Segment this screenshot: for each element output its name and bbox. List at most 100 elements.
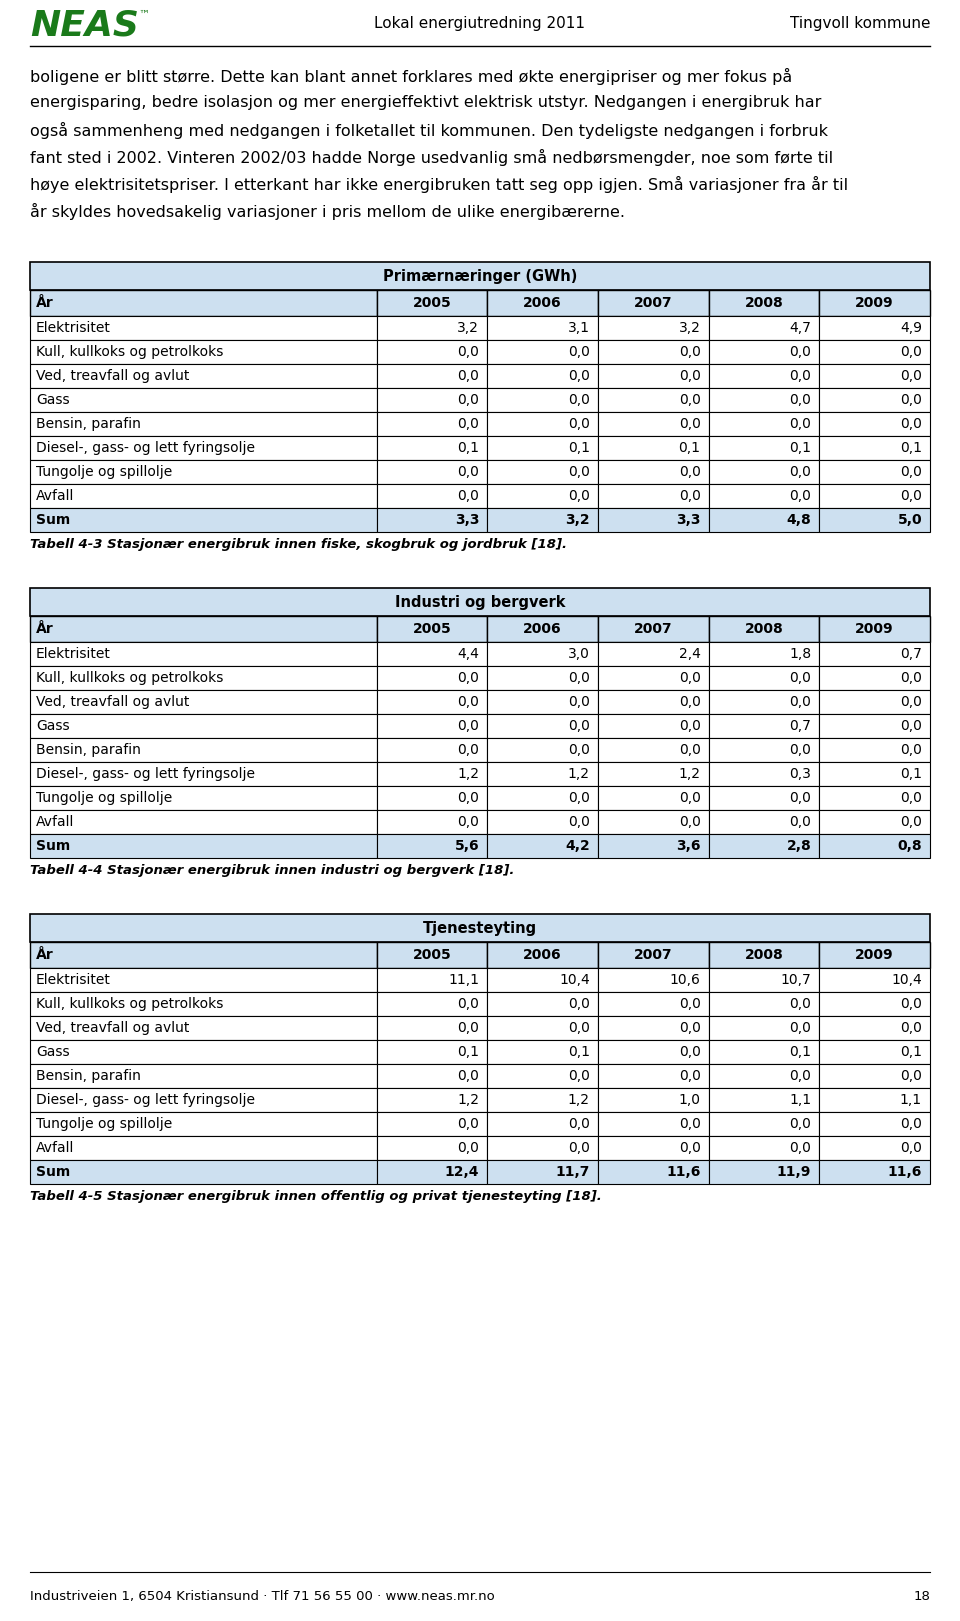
Bar	[30, 666, 376, 691]
Bar	[30, 365, 376, 387]
Text: Gass: Gass	[36, 392, 70, 407]
Bar	[30, 436, 376, 460]
Text: 10,7: 10,7	[780, 973, 811, 987]
Bar	[487, 833, 598, 858]
Bar	[487, 412, 598, 436]
Text: 2005: 2005	[413, 948, 451, 961]
Text: Tabell 4-3 Stasjonær energibruk innen fiske, skogbruk og jordbruk [18].: Tabell 4-3 Stasjonær energibruk innen fi…	[30, 538, 567, 551]
Text: 0,0: 0,0	[679, 345, 701, 358]
Text: 3,1: 3,1	[568, 321, 589, 336]
Bar	[819, 691, 930, 713]
Text: 0,0: 0,0	[789, 997, 811, 1012]
Bar	[376, 412, 487, 436]
Bar	[376, 485, 487, 507]
Text: år skyldes hovedsakelig variasjoner i pris mellom de ulike energibærerne.: år skyldes hovedsakelig variasjoner i pr…	[30, 203, 625, 220]
Bar	[598, 340, 708, 365]
Text: 0,0: 0,0	[679, 490, 701, 503]
Text: 1,1: 1,1	[900, 1093, 922, 1107]
Text: 0,0: 0,0	[457, 392, 479, 407]
Bar	[708, 387, 819, 412]
Text: 0,0: 0,0	[900, 791, 922, 806]
Text: 4,4: 4,4	[457, 647, 479, 661]
Text: År: År	[36, 948, 54, 961]
Bar	[598, 460, 708, 485]
Text: 0,0: 0,0	[900, 742, 922, 757]
Text: Avfall: Avfall	[36, 815, 74, 828]
Text: 0,0: 0,0	[789, 1068, 811, 1083]
Text: 0,0: 0,0	[679, 695, 701, 708]
Text: energisparing, bedre isolasjon og mer energieffektivt elektrisk utstyr. Nedgange: energisparing, bedre isolasjon og mer en…	[30, 96, 822, 110]
Bar	[487, 365, 598, 387]
Bar	[819, 1041, 930, 1063]
Bar	[30, 738, 376, 762]
Text: 18: 18	[913, 1590, 930, 1603]
Text: høye elektrisitetspriser. I etterkant har ikke energibruken tatt seg opp igjen. : høye elektrisitetspriser. I etterkant ha…	[30, 177, 848, 193]
Text: 0,0: 0,0	[679, 791, 701, 806]
Text: 10,6: 10,6	[670, 973, 701, 987]
Text: 2008: 2008	[745, 297, 783, 310]
Text: 2005: 2005	[413, 297, 451, 310]
Text: 0,0: 0,0	[568, 392, 589, 407]
Bar	[598, 485, 708, 507]
Text: 2008: 2008	[745, 948, 783, 961]
Bar	[819, 507, 930, 532]
Text: 0,0: 0,0	[568, 742, 589, 757]
Text: 0,0: 0,0	[789, 490, 811, 503]
Text: 2006: 2006	[523, 297, 562, 310]
Text: 0,0: 0,0	[457, 671, 479, 686]
Text: 0,1: 0,1	[789, 441, 811, 456]
Bar	[30, 340, 376, 365]
Text: Tjenesteyting: Tjenesteyting	[423, 921, 537, 935]
Bar	[708, 1041, 819, 1063]
Bar	[819, 968, 930, 992]
Text: 3,6: 3,6	[676, 840, 701, 853]
Bar	[487, 460, 598, 485]
Bar	[487, 1112, 598, 1136]
Text: Kull, kullkoks og petrolkoks: Kull, kullkoks og petrolkoks	[36, 671, 224, 686]
Bar	[819, 762, 930, 786]
Text: 0,0: 0,0	[457, 720, 479, 733]
Bar	[708, 1112, 819, 1136]
Bar	[30, 460, 376, 485]
Text: 0,0: 0,0	[457, 1141, 479, 1156]
Bar	[598, 786, 708, 810]
Text: 0,0: 0,0	[900, 1068, 922, 1083]
Text: 0,0: 0,0	[679, 465, 701, 478]
Text: Sum: Sum	[36, 512, 70, 527]
Bar	[376, 290, 487, 316]
Bar	[598, 412, 708, 436]
Text: Tungolje og spillolje: Tungolje og spillolje	[36, 791, 172, 806]
Text: 0,0: 0,0	[568, 720, 589, 733]
Bar	[30, 968, 376, 992]
Text: 0,0: 0,0	[568, 1021, 589, 1034]
Text: 0,0: 0,0	[789, 671, 811, 686]
Bar	[376, 1016, 487, 1041]
Bar	[376, 942, 487, 968]
Text: 0,0: 0,0	[900, 490, 922, 503]
Bar	[487, 691, 598, 713]
Text: 2,8: 2,8	[786, 840, 811, 853]
Text: 2009: 2009	[855, 622, 894, 635]
Text: 0,0: 0,0	[789, 742, 811, 757]
Text: 0,0: 0,0	[568, 370, 589, 383]
Bar	[708, 642, 819, 666]
Bar	[819, 460, 930, 485]
Text: 0,0: 0,0	[457, 417, 479, 431]
Text: 0,0: 0,0	[679, 742, 701, 757]
Bar	[30, 387, 376, 412]
Text: 1,2: 1,2	[568, 1093, 589, 1107]
Text: 2006: 2006	[523, 622, 562, 635]
Bar	[819, 316, 930, 340]
Text: 0,0: 0,0	[457, 1117, 479, 1131]
Text: 0,0: 0,0	[679, 1046, 701, 1059]
Text: 0,0: 0,0	[679, 720, 701, 733]
Text: 0,0: 0,0	[900, 370, 922, 383]
Bar	[30, 786, 376, 810]
Text: 0,1: 0,1	[457, 1046, 479, 1059]
Bar	[598, 713, 708, 738]
Text: Gass: Gass	[36, 720, 70, 733]
Text: 1,2: 1,2	[568, 767, 589, 781]
Text: 4,2: 4,2	[565, 840, 589, 853]
Text: 2005: 2005	[413, 622, 451, 635]
Bar	[30, 588, 930, 616]
